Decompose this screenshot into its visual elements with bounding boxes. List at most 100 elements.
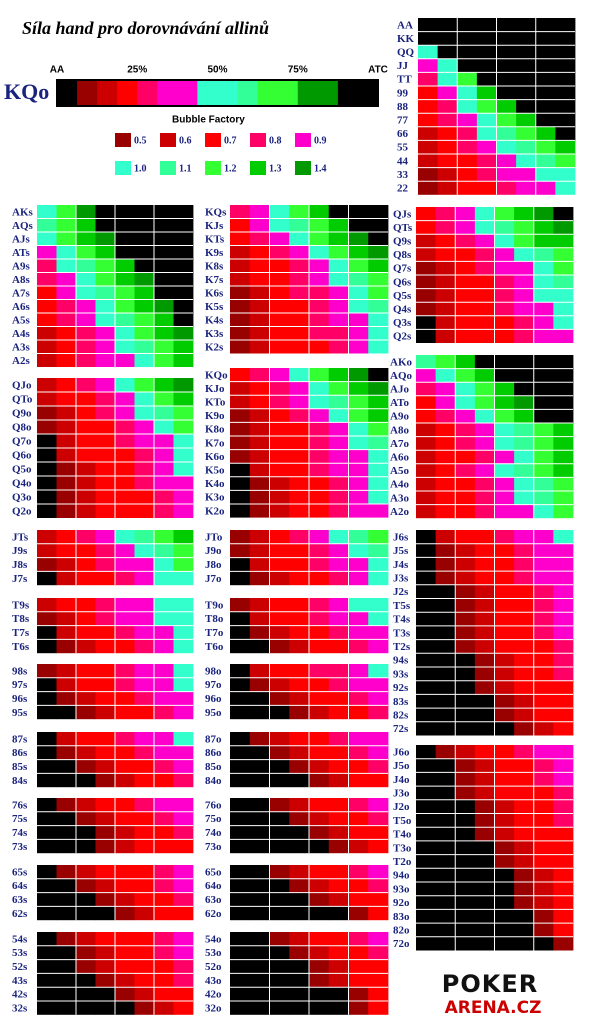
cell <box>553 302 574 316</box>
legend-swatch <box>250 161 266 175</box>
hand-label: J3s <box>393 572 409 584</box>
cell <box>553 936 574 951</box>
cell <box>76 232 96 246</box>
cell <box>309 598 330 612</box>
cell <box>56 340 77 354</box>
cell <box>95 878 116 893</box>
cell <box>496 167 517 182</box>
cell <box>368 906 389 921</box>
cell <box>37 798 57 812</box>
hand-label: K4o <box>205 478 225 490</box>
scale-segment <box>237 80 259 106</box>
cell <box>368 759 389 774</box>
cell <box>348 745 369 760</box>
cell <box>154 504 174 518</box>
cell <box>289 932 310 946</box>
hand-label: 66 <box>397 128 409 140</box>
cell <box>474 758 495 773</box>
cell <box>309 959 330 974</box>
cell <box>348 476 369 491</box>
cell <box>455 315 476 330</box>
cell <box>416 329 437 343</box>
hand-label: ATs <box>12 247 30 259</box>
cell <box>457 31 478 46</box>
cell <box>76 677 96 692</box>
cell <box>368 625 389 640</box>
cell <box>154 232 174 246</box>
cell <box>416 409 437 423</box>
cell <box>230 245 251 259</box>
cell <box>368 1001 389 1015</box>
cell <box>494 584 515 599</box>
cell <box>154 798 174 812</box>
cell <box>455 571 476 585</box>
cell <box>173 434 194 448</box>
cell <box>76 691 96 706</box>
cell <box>455 436 476 451</box>
cell <box>533 598 554 613</box>
cell <box>95 759 116 774</box>
cell <box>230 408 251 423</box>
cell <box>553 639 574 654</box>
cell <box>56 773 77 788</box>
cell <box>249 395 270 409</box>
cell <box>533 504 554 519</box>
cell <box>37 839 57 854</box>
hand-label: J4o <box>393 774 410 786</box>
cell <box>289 732 310 746</box>
cell <box>230 664 251 678</box>
cell <box>533 639 554 654</box>
cell <box>514 680 535 695</box>
cell <box>533 315 554 330</box>
cell <box>56 945 77 960</box>
cell <box>494 247 515 262</box>
cell <box>416 557 437 572</box>
cell <box>496 45 517 59</box>
cell <box>514 288 535 303</box>
hand-label: Q9s <box>393 236 412 248</box>
cell <box>476 140 497 154</box>
cell <box>416 395 437 410</box>
cell <box>348 932 369 946</box>
cell <box>416 813 437 828</box>
cell <box>249 436 270 450</box>
cell <box>533 571 554 585</box>
cell <box>494 220 515 235</box>
cell <box>435 854 456 869</box>
cell <box>289 313 310 327</box>
cell <box>289 973 310 988</box>
cell <box>173 691 194 706</box>
cell <box>348 381 369 396</box>
cell <box>474 355 495 369</box>
cell <box>37 732 57 746</box>
cell <box>416 261 437 275</box>
cell <box>474 315 495 330</box>
hand-label: AQo <box>390 370 413 382</box>
cell <box>76 798 96 812</box>
cell <box>368 973 389 988</box>
cell <box>368 381 389 396</box>
cell <box>418 99 439 114</box>
cell <box>494 571 515 585</box>
scale-segment <box>117 80 138 106</box>
cell <box>476 167 497 182</box>
cell <box>435 302 456 316</box>
cell <box>134 462 155 476</box>
cell <box>95 530 116 544</box>
cell <box>309 945 330 960</box>
cell <box>309 299 330 313</box>
cell <box>56 490 77 504</box>
hand-label: 54s <box>12 933 28 945</box>
hand-label: KJs <box>205 220 224 232</box>
cell <box>56 987 77 1001</box>
cell <box>328 839 349 854</box>
hand-label: 65o <box>205 866 222 878</box>
cell <box>516 167 537 182</box>
cell <box>368 773 389 788</box>
cell <box>553 557 574 572</box>
cell <box>249 664 270 678</box>
legend-swatch <box>205 133 221 147</box>
cell <box>309 664 330 678</box>
cell <box>533 543 554 558</box>
cell <box>494 653 515 667</box>
